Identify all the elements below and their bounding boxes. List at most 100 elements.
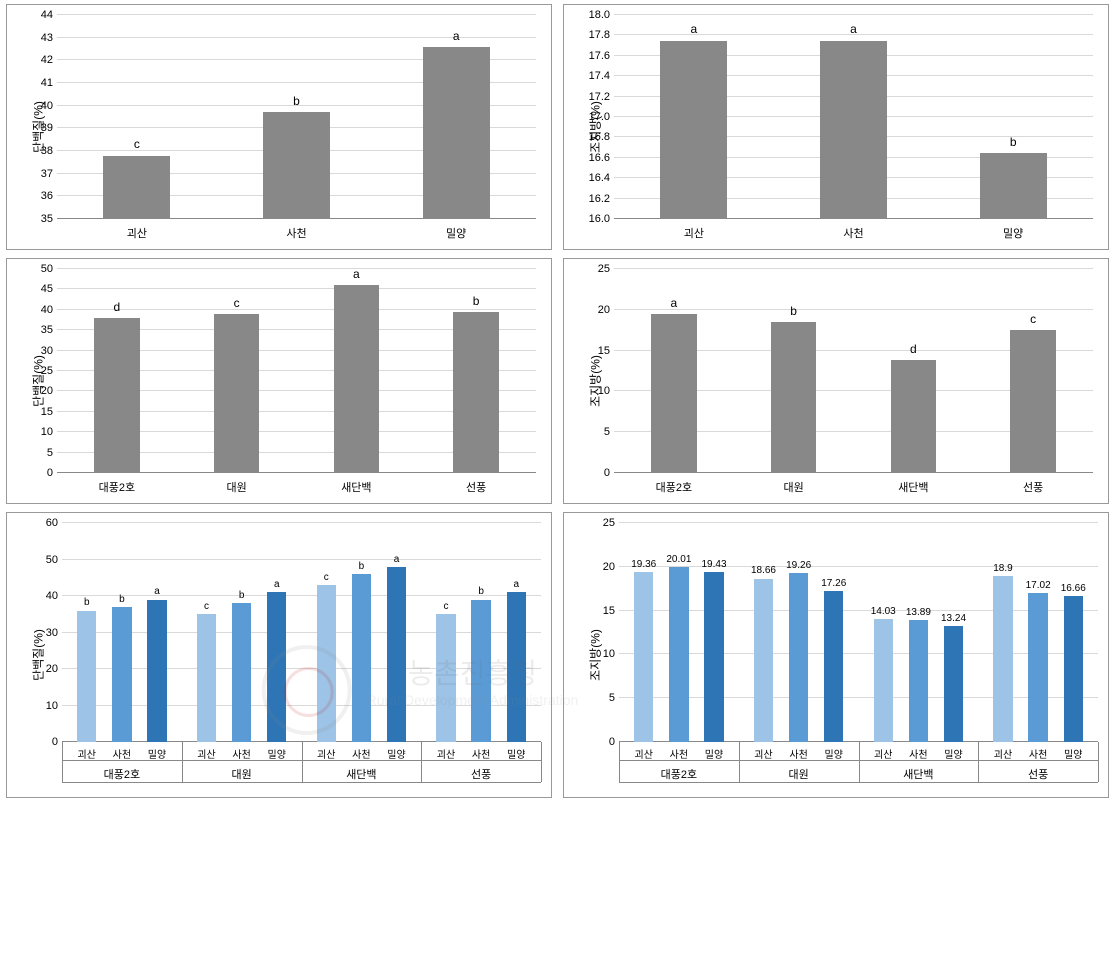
bar — [214, 314, 260, 473]
x-sub-tick: 사천 — [789, 746, 807, 761]
x-tick: 대풍2호 — [99, 479, 135, 495]
significance-label: c — [1030, 312, 1036, 326]
y-axis-label: 단백질(%) — [29, 355, 46, 407]
y-tick: 10 — [46, 700, 58, 712]
x-tick: 대원 — [227, 479, 247, 495]
significance-label: a — [353, 267, 360, 281]
significance-label: b — [84, 597, 90, 608]
bar — [824, 591, 843, 742]
x-group-label: 새단백 — [903, 766, 933, 782]
significance-label: c — [204, 601, 209, 612]
value-label: 17.26 — [821, 578, 846, 589]
value-label: 14.03 — [871, 606, 896, 617]
y-axis-label: 단백질(%) — [29, 101, 46, 153]
x-tick: 사천 — [843, 225, 863, 241]
significance-label: d — [114, 300, 121, 314]
bar — [771, 322, 817, 473]
significance-label: a — [154, 586, 160, 597]
bar — [993, 576, 1012, 742]
chart-protein-by-region: 35363738394041424344c괴산b사천a밀양단백질(%) — [6, 4, 552, 250]
bar — [1010, 330, 1056, 473]
y-tick: 5 — [604, 426, 610, 438]
y-tick: 35 — [41, 324, 53, 336]
significance-label: b — [473, 294, 480, 308]
bar — [334, 285, 380, 473]
bar — [77, 611, 96, 742]
significance-label: c — [324, 572, 329, 583]
bar — [704, 572, 723, 742]
x-sub-tick: 괴산 — [78, 746, 96, 761]
x-group-label: 대원 — [789, 766, 809, 782]
significance-label: b — [119, 594, 125, 605]
bar — [669, 567, 688, 742]
x-group-label: 선풍 — [471, 766, 491, 782]
x-sub-tick: 사천 — [352, 746, 370, 761]
x-sub-tick: 밀양 — [507, 746, 525, 761]
x-sub-tick: 괴산 — [317, 746, 335, 761]
bar — [471, 600, 490, 742]
x-tick: 괴산 — [684, 225, 704, 241]
chart-protein-grouped: 0102030405060b괴산b사천a밀양대풍2호c괴산b사천a밀양대원c괴산… — [6, 512, 552, 798]
significance-label: b — [790, 304, 797, 318]
bar — [1064, 596, 1083, 742]
y-tick: 50 — [46, 554, 58, 566]
significance-label: a — [394, 554, 400, 565]
significance-label: a — [850, 22, 857, 36]
bar — [891, 360, 937, 473]
y-tick: 60 — [46, 517, 58, 529]
x-sub-tick: 밀양 — [705, 746, 723, 761]
y-tick: 37 — [41, 168, 53, 180]
bar — [94, 318, 140, 473]
x-tick: 새단백 — [898, 479, 928, 495]
x-tick: 괴산 — [127, 225, 147, 241]
y-tick: 18.0 — [589, 9, 610, 21]
y-tick: 5 — [47, 447, 53, 459]
bar — [944, 626, 963, 742]
y-tick: 17.6 — [589, 50, 610, 62]
significance-label: a — [671, 296, 678, 310]
value-label: 13.89 — [906, 607, 931, 618]
value-label: 13.24 — [941, 613, 966, 624]
x-tick: 밀양 — [446, 225, 466, 241]
y-tick: 15 — [41, 406, 53, 418]
y-tick: 41 — [41, 77, 53, 89]
bar — [352, 574, 371, 742]
value-label: 18.9 — [993, 563, 1012, 574]
significance-label: a — [453, 29, 460, 43]
significance-label: a — [274, 579, 280, 590]
value-label: 16.66 — [1061, 583, 1086, 594]
x-group-label: 대원 — [232, 766, 252, 782]
y-tick: 15 — [603, 605, 615, 617]
chart-protein-by-variety: 05101520253035404550d대풍2호c대원a새단백b선풍단백질(%… — [6, 258, 552, 504]
y-tick: 0 — [47, 467, 53, 479]
x-group-label: 대풍2호 — [104, 766, 140, 782]
value-label: 17.02 — [1026, 580, 1051, 591]
x-sub-tick: 밀양 — [387, 746, 405, 761]
y-tick: 16.2 — [589, 193, 610, 205]
bar — [112, 607, 131, 742]
x-sub-tick: 밀양 — [825, 746, 843, 761]
value-label: 20.01 — [666, 554, 691, 565]
y-tick: 0 — [609, 736, 615, 748]
y-axis-label: 조지방(%) — [586, 101, 603, 153]
y-tick: 20 — [603, 561, 615, 573]
y-tick: 17.4 — [589, 70, 610, 82]
bar — [263, 112, 330, 219]
x-sub-tick: 사천 — [232, 746, 250, 761]
x-sub-tick: 괴산 — [437, 746, 455, 761]
bar — [789, 573, 808, 742]
x-group-label: 선풍 — [1028, 766, 1048, 782]
y-tick: 16.6 — [589, 152, 610, 164]
bar — [820, 41, 887, 220]
significance-label: b — [359, 561, 365, 572]
chart-fat-grouped: 051015202519.36괴산20.01사천19.43밀양대풍2호18.66… — [563, 512, 1109, 798]
x-sub-tick: 밀양 — [268, 746, 286, 761]
x-group-label: 새단백 — [346, 766, 376, 782]
bar — [267, 592, 286, 742]
bar — [1028, 593, 1047, 742]
x-tick: 사천 — [286, 225, 306, 241]
y-tick: 5 — [609, 692, 615, 704]
x-sub-tick: 사천 — [1029, 746, 1047, 761]
y-tick: 20 — [46, 663, 58, 675]
y-tick: 50 — [41, 263, 53, 275]
